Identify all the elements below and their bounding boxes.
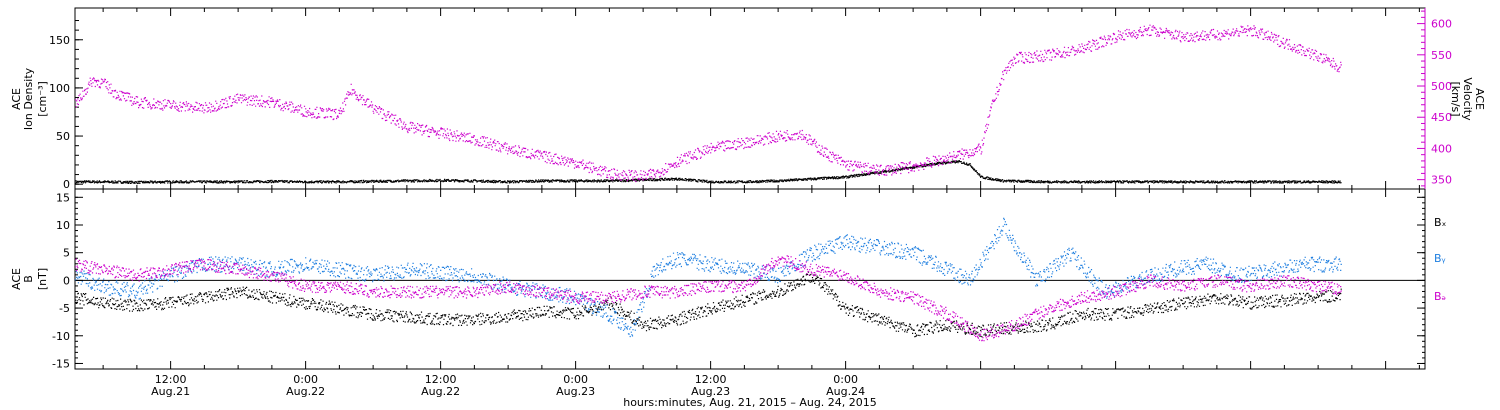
b-tick-label: -15 bbox=[52, 357, 70, 370]
legend-bz: Bₔ bbox=[1434, 290, 1446, 303]
date-tick-label: Aug.24 bbox=[826, 385, 865, 398]
density-axis-title-line3: [cm⁻³] bbox=[36, 81, 49, 117]
density-axis: 0 50 100 150 bbox=[49, 20, 83, 191]
time-tick-label: 12:00 bbox=[155, 373, 187, 386]
density-tick-label: 150 bbox=[49, 34, 70, 47]
date-tick-label: Aug.22 bbox=[286, 385, 325, 398]
velocity-tick-label: 350 bbox=[1431, 174, 1452, 187]
density-axis-title-line1: ACE bbox=[10, 88, 23, 110]
velocity-tick-label: 500 bbox=[1431, 80, 1452, 93]
time-tick-label: 0:00 bbox=[833, 373, 858, 386]
velocity-axis-title-line1: ACE bbox=[1473, 88, 1486, 110]
bz-series bbox=[75, 255, 1342, 342]
b-axis-title-line3: [nT] bbox=[36, 268, 49, 290]
date-tick-label: Aug.21 bbox=[151, 385, 190, 398]
time-axis: 12:00Aug.210:00Aug.2212:00Aug.220:00Aug.… bbox=[102, 8, 1420, 398]
date-tick-label: Aug.23 bbox=[556, 385, 595, 398]
density-tick-label: 50 bbox=[56, 130, 70, 143]
date-tick-label: Aug.22 bbox=[421, 385, 460, 398]
velocity-tick-label: 400 bbox=[1431, 142, 1452, 155]
velocity-tick-label: 600 bbox=[1431, 18, 1452, 31]
time-tick-label: 12:00 bbox=[425, 373, 457, 386]
velocity-tick-label: 450 bbox=[1431, 111, 1452, 124]
data-points-layer bbox=[75, 24, 1342, 342]
panel-magnetic-field-frame bbox=[74, 188, 1426, 370]
by-series bbox=[75, 217, 1342, 338]
b-field-axis: -15 -10 -5 0 5 10 15 bbox=[52, 191, 1425, 370]
legend-bx: Bₓ bbox=[1434, 216, 1447, 229]
density-tick-label: 0 bbox=[63, 178, 70, 191]
b-tick-label: -10 bbox=[52, 330, 70, 343]
time-tick-label: 0:00 bbox=[293, 373, 318, 386]
time-tick-label: 12:00 bbox=[695, 373, 727, 386]
b-axis-title-line2: B bbox=[22, 275, 35, 283]
legend-by: Bᵧ bbox=[1434, 252, 1446, 265]
velocity-tick-label: 550 bbox=[1431, 49, 1452, 62]
velocity-axis: 350 400 450 500 550 600 bbox=[1417, 8, 1452, 189]
density-axis-title-line2: Ion Density bbox=[22, 67, 35, 130]
time-tick-label: 0:00 bbox=[563, 373, 588, 386]
density-tick-label: 100 bbox=[49, 82, 70, 95]
x-axis-title: hours:minutes, Aug. 21, 2015 – Aug. 24, … bbox=[623, 396, 877, 409]
b-tick-label: 10 bbox=[56, 219, 70, 232]
b-tick-label: -5 bbox=[59, 302, 70, 315]
b-tick-label: 0 bbox=[63, 274, 70, 287]
b-axis-title-line1: ACE bbox=[10, 268, 23, 290]
density-series bbox=[75, 160, 1342, 185]
velocity-axis-title-line2: Velocity bbox=[1461, 77, 1474, 121]
velocity-axis-title-line3: [km/s] bbox=[1449, 81, 1462, 116]
b-tick-label: 15 bbox=[56, 191, 70, 204]
velocity-series bbox=[75, 24, 1342, 183]
b-tick-label: 5 bbox=[63, 247, 70, 260]
date-tick-label: Aug.23 bbox=[691, 385, 730, 398]
bx-series bbox=[75, 271, 1342, 338]
